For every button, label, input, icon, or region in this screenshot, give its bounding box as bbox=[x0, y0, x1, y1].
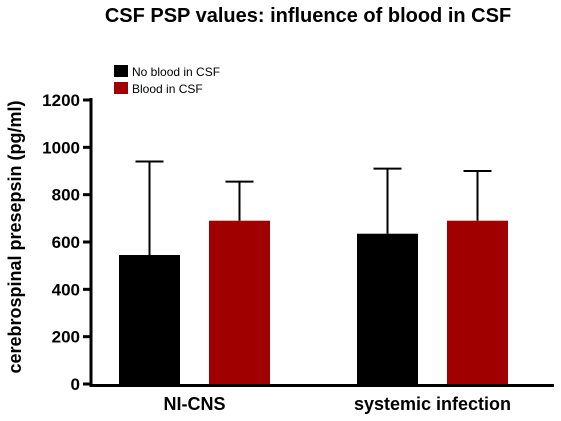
bar bbox=[209, 220, 270, 384]
legend-label: Blood in CSF bbox=[132, 82, 203, 96]
y-axis-label: cerebrospinal presepsin (pg/ml) bbox=[5, 100, 25, 373]
legend-swatch bbox=[114, 65, 128, 77]
bar bbox=[447, 220, 508, 384]
y-tick-label: 600 bbox=[52, 233, 80, 252]
y-tick-label: 0 bbox=[71, 375, 80, 394]
y-tick-label: 800 bbox=[52, 186, 80, 205]
y-tick-label: 400 bbox=[52, 280, 80, 299]
x-category-label: systemic infection bbox=[354, 394, 511, 414]
x-category-label: NI-CNS bbox=[164, 394, 226, 414]
y-tick-label: 200 bbox=[52, 328, 80, 347]
chart-title: CSF PSP values: influence of blood in CS… bbox=[105, 5, 511, 27]
bar bbox=[119, 255, 180, 384]
bar bbox=[357, 233, 418, 384]
legend-label: No blood in CSF bbox=[132, 65, 220, 79]
y-tick-label: 1200 bbox=[42, 91, 80, 110]
legend-swatch bbox=[114, 82, 128, 94]
y-tick-label: 1000 bbox=[42, 138, 80, 157]
